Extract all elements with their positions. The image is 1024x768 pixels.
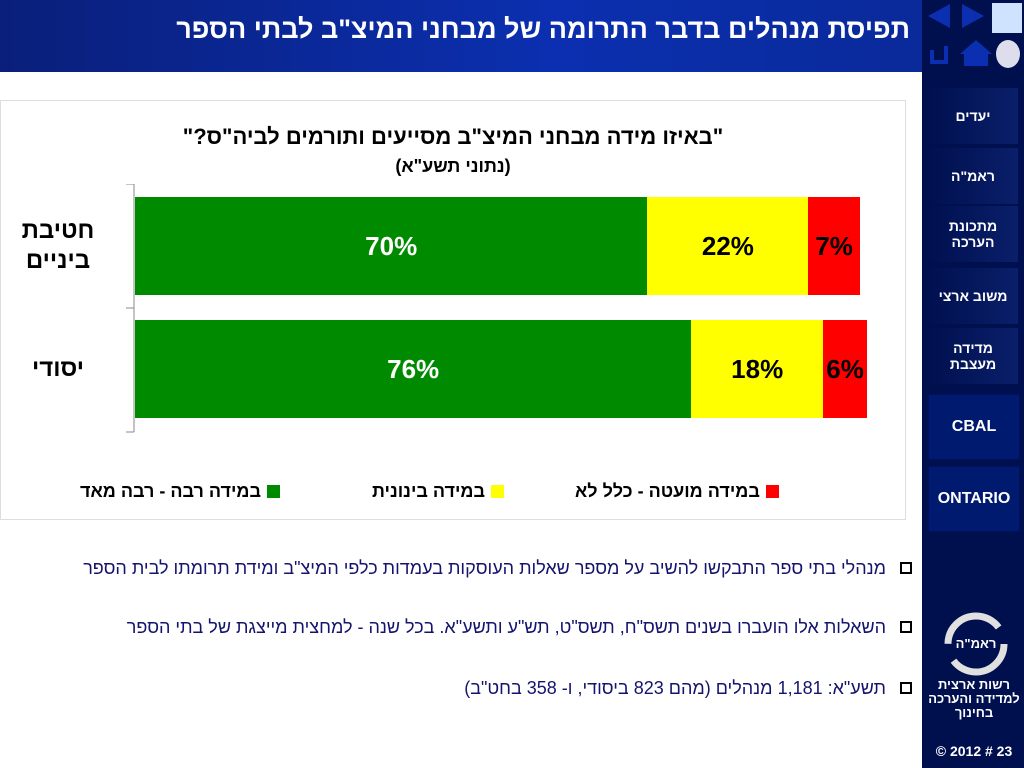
nav-icons <box>928 3 1022 68</box>
menu-text: ראמ"ה <box>951 168 995 184</box>
menu-item[interactable]: מתכונת הערכה <box>928 206 1018 262</box>
bar-segment <box>135 197 648 295</box>
legend-item: במידה בינונית <box>372 481 505 502</box>
legend-swatch <box>267 485 280 498</box>
next-icon[interactable] <box>962 4 984 28</box>
legend-item: במידה מועטה - כלל לא <box>575 481 779 502</box>
bullet-text: תשע"א: 1,181 מנהלים (מהם 823 ביסודי, ו- … <box>464 678 886 698</box>
menu-text: ONTARIO <box>937 490 1011 507</box>
data-label: 22% <box>701 231 754 261</box>
mouse-icon[interactable] <box>996 40 1020 68</box>
chart-subtitle: (נתוני תשע"א) <box>395 156 511 176</box>
prev-icon[interactable] <box>928 4 950 28</box>
menu-item[interactable]: יעדים <box>928 88 1018 144</box>
menu-item[interactable]: CBAL <box>928 394 1020 460</box>
category-label: יסודי <box>32 355 84 382</box>
menu-item[interactable]: ONTARIO <box>928 466 1020 532</box>
data-label: 76% <box>387 354 440 384</box>
menu-text: מתכונת הערכה <box>948 218 998 250</box>
chart-panel <box>0 100 906 520</box>
footer: © 2012 # 23 <box>935 743 1013 759</box>
bullet-text: מנהלי בתי ספר התבקשו להשיב על מספר שאלות… <box>83 558 886 578</box>
bar-segment <box>135 320 692 418</box>
legend-text: במידה מועטה - כלל לא <box>575 481 760 501</box>
data-label: 7% <box>815 231 853 261</box>
menu-text: יעדים <box>955 108 991 124</box>
data-label: 18% <box>731 354 784 384</box>
menu-item[interactable]: ראמ"ה <box>928 148 1018 204</box>
legend-item: במידה רבה - רבה מאד <box>80 481 280 502</box>
category-label: חטיבת ביניים <box>21 217 95 274</box>
legend-swatch <box>765 485 779 498</box>
bullet-box <box>900 682 912 694</box>
book-icon[interactable] <box>992 3 1022 33</box>
y-axis <box>126 184 135 433</box>
data-label: 70% <box>365 231 418 261</box>
bar-segment <box>808 197 860 295</box>
legend-text: במידה בינונית <box>372 481 486 501</box>
home-icon[interactable] <box>960 40 992 66</box>
bar-segment <box>691 320 824 418</box>
data-label: 6% <box>826 354 864 384</box>
organization: רשות ארצית למדידה והערכה בחינוך <box>928 677 1020 720</box>
menu-item[interactable]: משוב ארצי <box>928 268 1018 324</box>
menu-text: משוב ארצי <box>938 288 1008 304</box>
legend-swatch <box>491 485 505 498</box>
chart-title: "באיזו מידה מבחני המיצ"ב מסייעים ותורמים… <box>182 124 724 149</box>
logo-label: ראמ"ה <box>956 636 997 651</box>
logo: ראמ"ה <box>944 612 1008 676</box>
bar-segment <box>823 320 867 418</box>
menu-text: מדידה מעצבת <box>949 340 997 372</box>
header-bar: תפיסת מנהלים בדבר התרומה של מבחני המיצ"ב… <box>0 0 922 72</box>
slide-title: תפיסת מנהלים בדבר התרומה של מבחני המיצ"ב… <box>176 14 910 44</box>
menu-item[interactable]: מדידה מעצבת <box>928 328 1018 384</box>
bullet-text: השאלות אלו הועברו בשנים תשס"ח, תשס"ט, תש… <box>126 617 886 637</box>
legend-text: במידה רבה - רבה מאד <box>80 481 261 501</box>
bullet-box <box>900 562 912 574</box>
menu-text: CBAL <box>951 418 997 435</box>
return-icon[interactable] <box>930 46 948 64</box>
bar-segment <box>647 197 809 295</box>
bullet-box <box>900 621 912 633</box>
